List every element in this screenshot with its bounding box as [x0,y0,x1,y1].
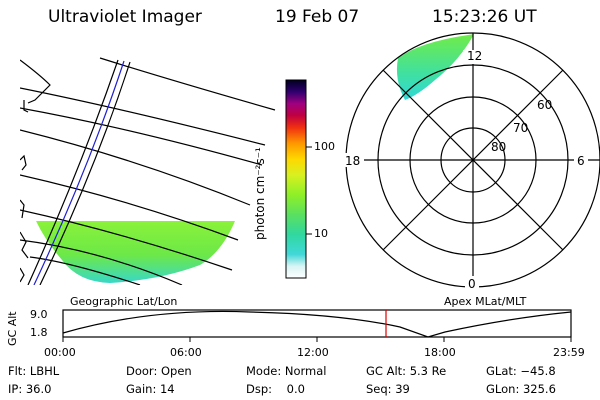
status-seq: Seq: 39 [366,382,410,396]
status-glat: GLat: −45.8 [486,364,556,378]
colorbar-unit-label: photon cm⁻²s⁻¹ [253,147,267,240]
altitude-curve [62,310,572,338]
altitude-tick-9: 9.0 [30,308,48,321]
time-tick-0000: 00:00 [44,346,76,359]
altitude-plot [62,309,572,342]
mlat-label-80: 80 [491,140,507,154]
status-gain: Gain: 14 [126,382,175,396]
status-door: Door: Open [126,364,192,378]
aurora-region-geographic [36,221,235,283]
instrument-title: Ultraviolet Imager [48,7,202,27]
status-gc-alt: GC Alt: 5.3 Re [366,364,447,378]
time-tick-1800: 18:00 [424,346,456,359]
altitude-tick-1-8: 1.8 [30,326,48,339]
date-label: 19 Feb 07 [275,7,360,27]
altitude-axis-label: GC Alt [6,311,19,346]
mlt-label-12: 12 [467,49,483,63]
status-filter: Flt: LBHL [8,364,60,378]
polar-plot [344,32,600,290]
status-glon: GLon: 325.6 [486,382,556,396]
time-tick-2359: 23:59 [553,346,585,359]
satellite-track-line [33,60,125,285]
mlt-label-6: 6 [577,154,585,168]
colorbar-label-100: 100 [314,140,335,153]
mlt-label-0: 0 [468,277,476,291]
time-tick-1200: 12:00 [297,346,329,359]
geographic-caption: Geographic Lat/Lon [70,295,178,308]
mlt-label-18: 18 [345,154,361,168]
mlat-label-60: 60 [537,98,553,112]
status-ip: IP: 36.0 [8,382,52,396]
colorbar-label-10: 10 [314,227,328,240]
geographic-map [20,57,276,285]
time-label: 15:23:26 UT [432,7,537,27]
mlat-label-70: 70 [513,121,529,135]
status-mode: Mode: Normal [246,364,327,378]
polar-caption: Apex MLat/MLT [444,295,527,308]
colorbar [285,79,307,279]
time-tick-0600: 06:00 [170,346,202,359]
status-dsp: Dsp: 0.0 [246,382,305,396]
